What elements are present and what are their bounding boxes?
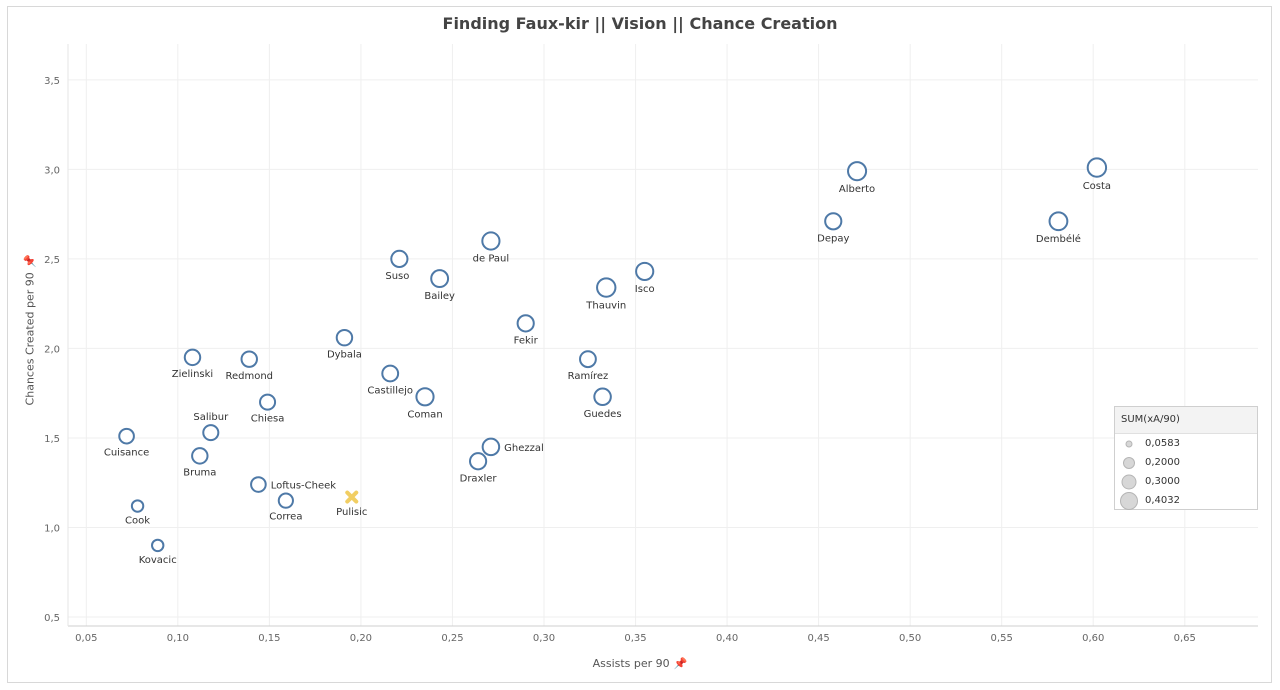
data-point[interactable] — [430, 269, 450, 289]
point-label: Loftus-Cheek — [271, 481, 337, 492]
data-point[interactable] — [579, 350, 597, 369]
data-point[interactable] — [481, 437, 501, 457]
data-point[interactable] — [635, 261, 655, 282]
point-label: Ramírez — [568, 370, 609, 382]
y-tick-label: 2,5 — [44, 255, 60, 266]
legend-item: 0,0583 — [1115, 434, 1257, 453]
data-point[interactable] — [335, 328, 354, 347]
x-tick-label: 0,25 — [441, 633, 463, 644]
point-label: Bruma — [183, 468, 216, 479]
point-label: Cuisance — [104, 447, 149, 458]
data-point[interactable] — [516, 314, 535, 333]
y-tick-label: 1,5 — [44, 434, 60, 445]
x-tick-label: 0,65 — [1174, 633, 1196, 644]
pin-icon[interactable]: 📌 — [673, 657, 688, 670]
data-point[interactable] — [151, 538, 165, 553]
chart-frame — [7, 6, 1272, 683]
point-label: Salibur — [193, 412, 229, 423]
point-label: Costa — [1083, 181, 1111, 192]
point-label: Correa — [269, 512, 302, 523]
legend-title: SUM(xA/90) — [1115, 407, 1257, 434]
point-label: de Paul — [473, 254, 510, 265]
point-label: Dembélé — [1036, 233, 1081, 245]
x-tick-label: 0,30 — [533, 633, 555, 644]
data-point[interactable] — [1086, 157, 1108, 178]
point-label: Pulisic — [336, 507, 367, 518]
point-label: Depay — [817, 233, 849, 244]
data-point[interactable] — [824, 212, 843, 231]
point-label: Thauvin — [585, 301, 626, 312]
x-tick-label: 0,05 — [75, 633, 97, 644]
point-label: Guedes — [584, 409, 622, 420]
y-tick-label: 2,0 — [44, 344, 60, 355]
data-point[interactable] — [250, 476, 267, 493]
data-point[interactable] — [191, 447, 209, 465]
data-point[interactable] — [390, 249, 409, 268]
legend-item: 0,2000 — [1115, 453, 1257, 472]
legend-size-dot — [1121, 474, 1137, 489]
x-axis-title: Assists per 90 📌 — [0, 657, 1280, 670]
point-label: Dybala — [327, 349, 362, 360]
x-tick-label: 0,60 — [1082, 633, 1104, 644]
point-label: Draxler — [460, 473, 498, 484]
chart-title: Finding Faux-kir || Vision || Chance Cre… — [442, 14, 838, 33]
data-point[interactable] — [277, 492, 294, 509]
point-label: Castillejo — [367, 385, 413, 396]
legend-size-dot — [1123, 456, 1135, 469]
y-tick-label: 0,5 — [44, 613, 60, 624]
legend-item-label: 0,4032 — [1145, 495, 1180, 506]
point-label: Kovacic — [139, 555, 177, 566]
point-label: Cook — [125, 516, 150, 527]
x-tick-label: 0,35 — [624, 633, 646, 644]
data-point[interactable] — [130, 499, 145, 513]
x-tick-label: 0,55 — [991, 633, 1013, 644]
point-label: Coman — [407, 409, 442, 420]
x-axis-title-text: Assists per 90 — [592, 657, 670, 670]
x-tick-label: 0,45 — [807, 633, 829, 644]
legend-item-label: 0,0583 — [1145, 438, 1180, 449]
y-tick-label: 3,0 — [44, 165, 60, 176]
data-point[interactable] — [118, 427, 135, 445]
point-label: Ghezzal — [504, 443, 544, 454]
data-point[interactable] — [469, 452, 488, 471]
data-point[interactable] — [259, 393, 277, 411]
data-point[interactable] — [240, 350, 258, 368]
legend-size-dot — [1120, 491, 1138, 510]
legend-item-label: 0,3000 — [1145, 476, 1180, 487]
data-point[interactable] — [481, 231, 501, 251]
data-point[interactable] — [381, 364, 400, 383]
data-point[interactable] — [202, 424, 220, 442]
x-tick-label: 0,20 — [350, 633, 372, 644]
legend-item-label: 0,2000 — [1145, 457, 1180, 468]
point-label: Redmond — [225, 371, 273, 382]
point-label: Fekir — [514, 335, 539, 346]
legend-size-dot — [1125, 440, 1133, 447]
point-label: Zielinski — [172, 369, 213, 380]
point-label: Alberto — [839, 184, 875, 195]
highlight-point-marker[interactable] — [345, 490, 359, 504]
legend-item: 0,4032 — [1115, 491, 1257, 510]
data-point[interactable] — [415, 387, 435, 407]
point-label: Bailey — [424, 291, 455, 302]
data-point[interactable] — [593, 387, 612, 407]
y-tick-label: 3,5 — [44, 76, 60, 87]
data-point[interactable] — [1048, 211, 1069, 232]
point-label: Isco — [635, 284, 655, 295]
data-point[interactable] — [847, 161, 868, 182]
size-legend[interactable]: SUM(xA/90) 0,0583 0,2000 0,3000 0,4032 — [1114, 406, 1258, 510]
point-label: Suso — [385, 271, 409, 282]
point-label: Chiesa — [251, 414, 285, 425]
legend-item: 0,3000 — [1115, 472, 1257, 491]
x-tick-label: 0,40 — [716, 633, 738, 644]
x-tick-label: 0,10 — [167, 633, 189, 644]
x-tick-label: 0,50 — [899, 633, 921, 644]
y-tick-label: 1,0 — [44, 524, 60, 535]
x-tick-label: 0,15 — [258, 633, 280, 644]
data-point[interactable] — [183, 348, 202, 367]
data-point[interactable] — [596, 277, 617, 298]
